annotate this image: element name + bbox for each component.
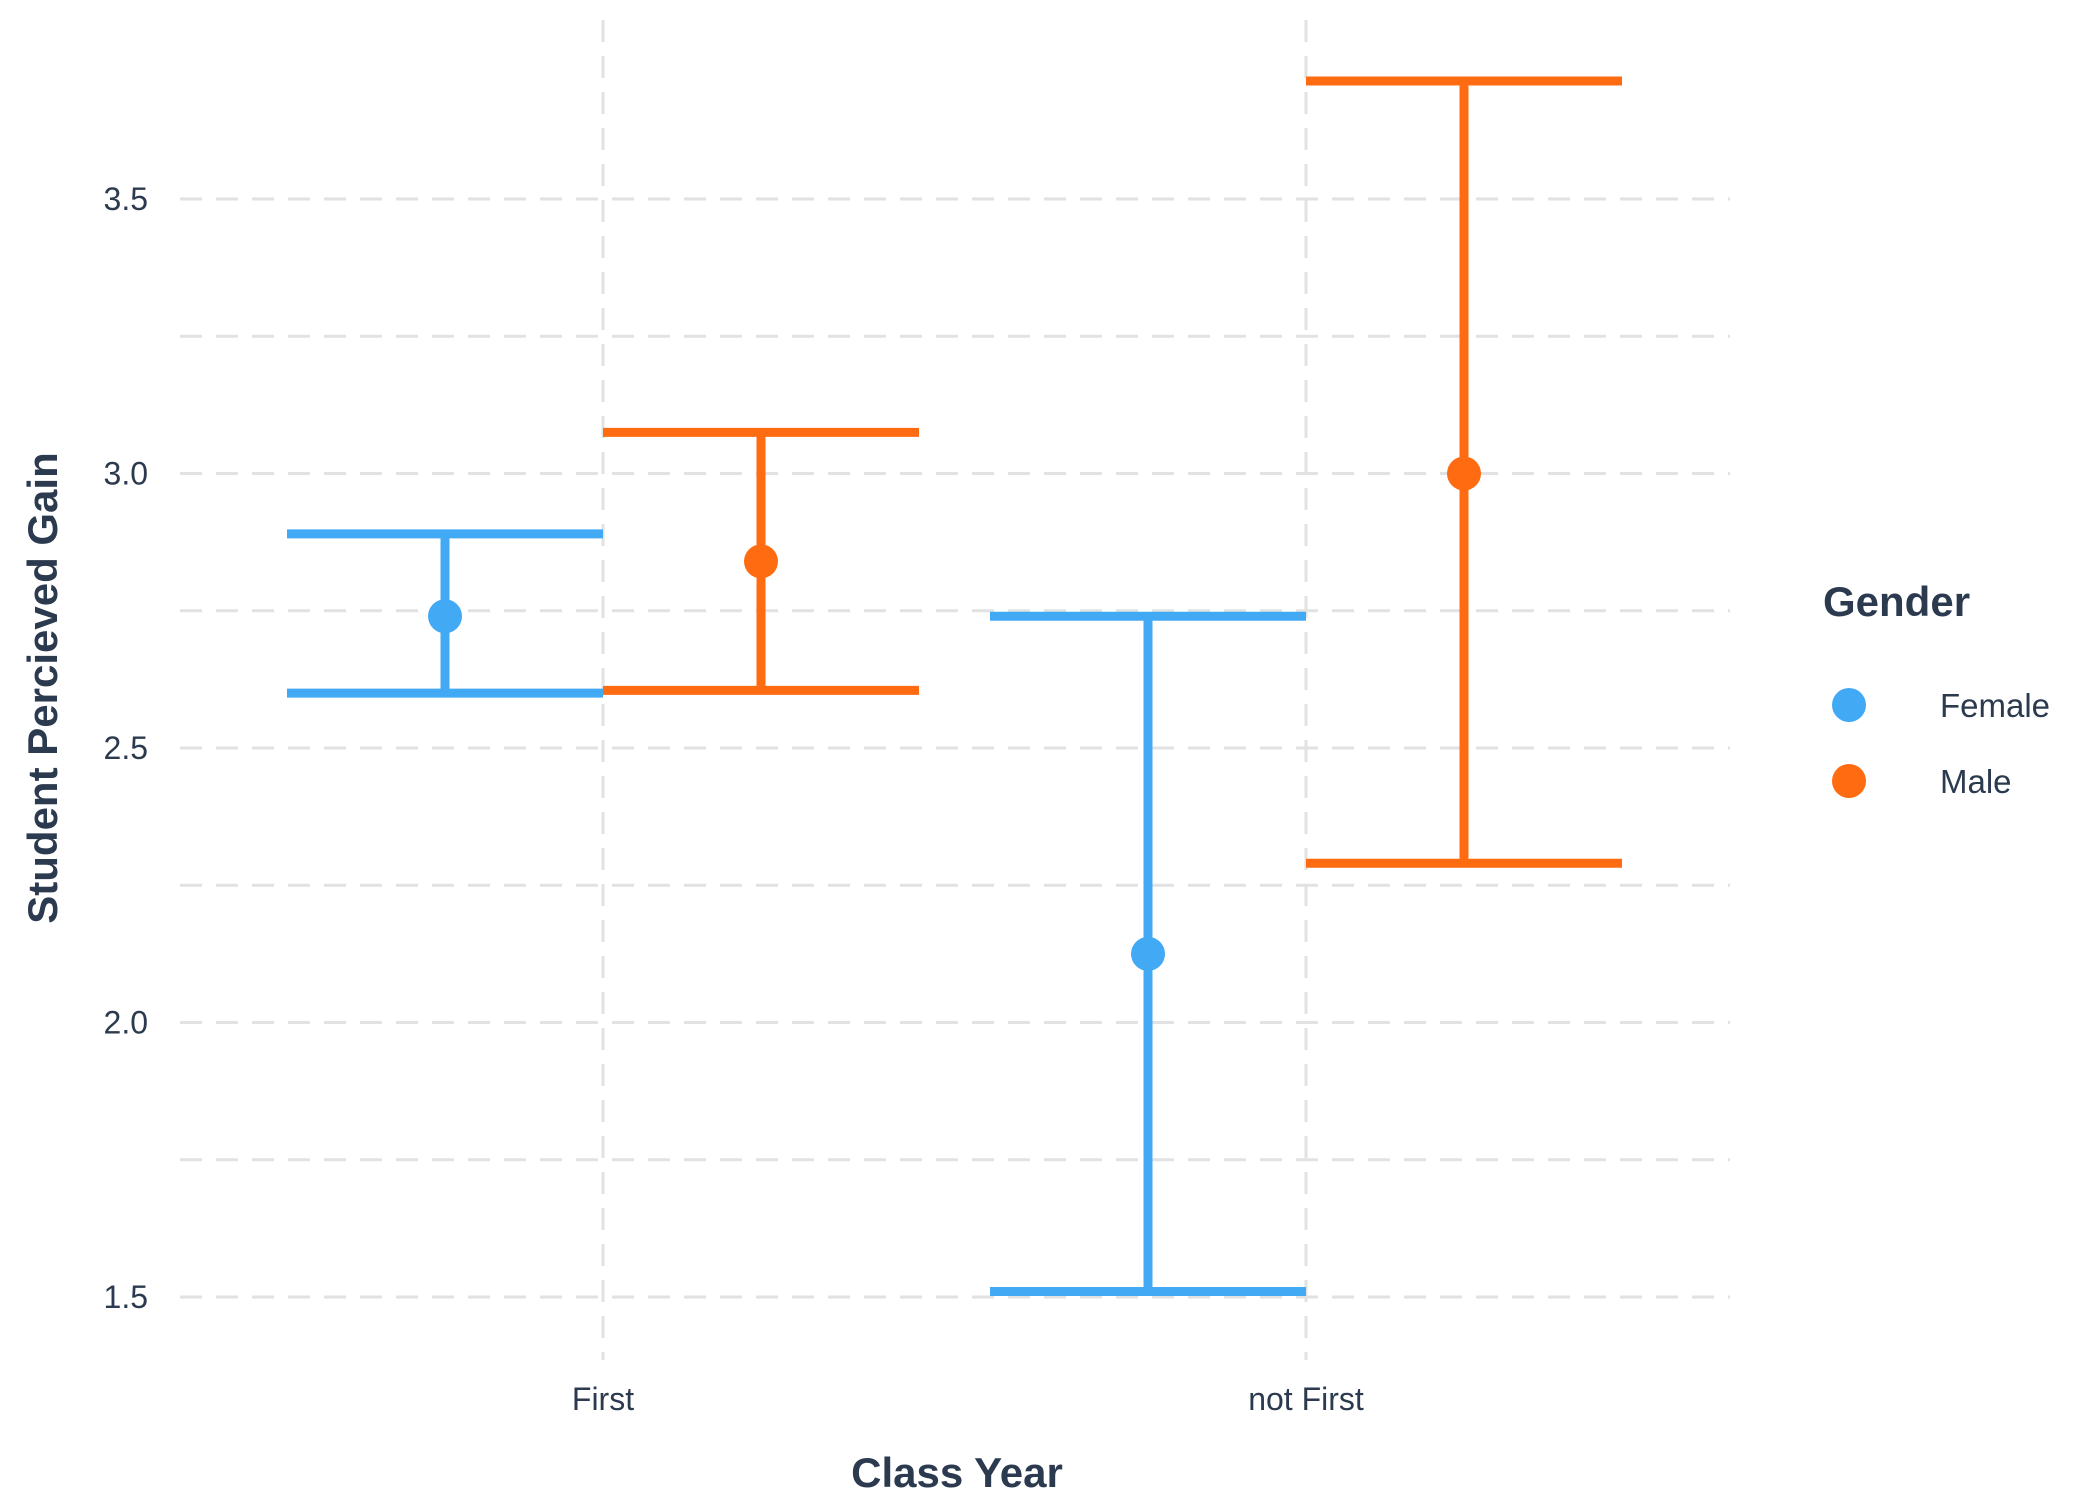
y-axis-title: Student Percieved Gain xyxy=(19,452,66,923)
legend-items: Female Male xyxy=(1832,687,2050,800)
errorbar-male xyxy=(1306,76,1622,868)
legend-title: Gender xyxy=(1823,578,1970,625)
y-axis-ticks: 1.5 2.0 2.5 3.0 3.5 xyxy=(104,181,148,1315)
legend-swatch xyxy=(1832,764,1866,798)
mean-point xyxy=(428,599,462,634)
legend-item-male: Male xyxy=(1832,763,2012,800)
x-tick-label: First xyxy=(572,1381,634,1417)
y-tick-label: 2.0 xyxy=(104,1005,148,1041)
mean-point xyxy=(1131,936,1165,971)
errorbar-female xyxy=(990,611,1306,1297)
grid xyxy=(180,20,1730,1360)
x-tick-label: not First xyxy=(1248,1381,1364,1417)
y-tick-label: 2.5 xyxy=(104,730,148,766)
x-axis-title: Class Year xyxy=(851,1449,1063,1496)
x-axis-ticks: First not First xyxy=(572,1381,1364,1417)
legend-item-female: Female xyxy=(1832,687,2050,724)
errorbar-female xyxy=(287,529,603,698)
mean-point xyxy=(1447,456,1481,491)
errorbar-male xyxy=(603,427,919,695)
series-marks xyxy=(287,76,1622,1297)
y-tick-label: 3.0 xyxy=(104,456,148,492)
legend: Gender Female Male xyxy=(1823,578,2050,800)
legend-label: Female xyxy=(1940,687,2050,724)
y-tick-label: 3.5 xyxy=(104,181,148,217)
legend-swatch xyxy=(1832,688,1866,722)
mean-point xyxy=(744,544,778,579)
legend-label: Male xyxy=(1940,763,2012,800)
y-tick-label: 1.5 xyxy=(104,1279,148,1315)
